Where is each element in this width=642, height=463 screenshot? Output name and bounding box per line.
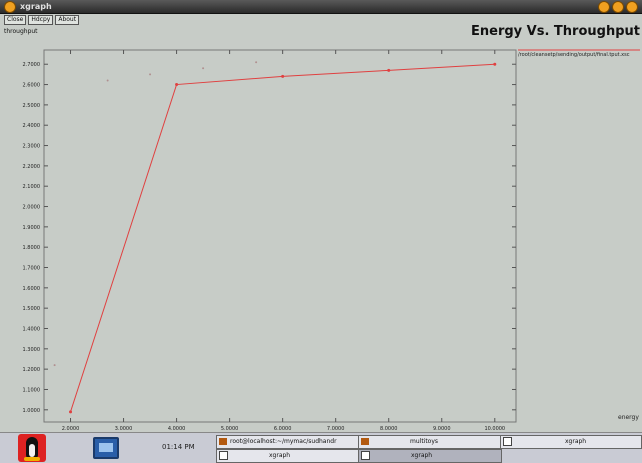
legend-entry: /root/cleansetp/sending/output/final.tpu…: [518, 52, 630, 58]
task-xgraph-1[interactable]: xgraph: [216, 449, 360, 463]
hardcopy-button[interactable]: Hdcpy: [28, 15, 54, 25]
taskbar: 01:14 PM root@localhost:~/mymac/sudhandr…: [0, 432, 642, 463]
y-tick-label: 1.8000: [23, 245, 41, 251]
checkbox-icon: [361, 451, 370, 460]
data-point: [69, 410, 73, 414]
stray-point: [53, 364, 56, 367]
x-tick-label: 9.0000: [433, 426, 451, 432]
data-point: [387, 68, 391, 72]
window-controls: [598, 1, 638, 13]
task-label: xgraph: [565, 438, 587, 445]
task-multitoys[interactable]: multitoys: [358, 435, 502, 449]
x-tick-label: 8.0000: [380, 426, 398, 432]
y-tick-label: 1.4000: [23, 326, 41, 332]
x-tick-label: 6.0000: [274, 426, 292, 432]
y-tick-label: 2.0000: [23, 205, 41, 211]
y-tick-label: 2.1000: [23, 184, 41, 190]
y-tick-label: 1.3000: [23, 347, 41, 353]
y-tick-label: 2.3000: [23, 144, 41, 150]
window-titlebar[interactable]: xgraph: [0, 0, 642, 14]
task-xgraph-3[interactable]: xgraph: [500, 435, 642, 449]
pencil-icon: [361, 438, 369, 445]
data-point: [175, 83, 179, 87]
minimize-icon[interactable]: [598, 1, 610, 13]
stray-point: [255, 61, 258, 64]
y-tick-label: 1.6000: [23, 286, 41, 292]
y-tick-label: 2.2000: [23, 164, 41, 170]
x-axis-label: energy: [618, 414, 639, 421]
x-tick-label: 10.0000: [484, 426, 505, 432]
y-tick-label: 2.7000: [23, 62, 41, 68]
x-tick-label: 5.0000: [221, 426, 239, 432]
chart-plot: 1.0000 1.1000 1.2000 1.3000 1.4000 1.5000 1.60…: [23, 49, 640, 432]
y-axis-label: throughput: [4, 28, 38, 35]
task-label: xgraph: [411, 452, 433, 459]
xgraph-toolbar: Close Hdcpy About: [4, 15, 80, 25]
series-line: [70, 63, 495, 412]
task-xgraph-2[interactable]: xgraph: [358, 449, 502, 463]
y-tick-label: 1.1000: [23, 387, 41, 393]
taskbar-clock: 01:14 PM: [162, 443, 195, 451]
close-icon[interactable]: [626, 1, 638, 13]
task-terminal[interactable]: root@localhost:~/mymac/sudhandr: [216, 435, 360, 449]
task-label: multitoys: [410, 438, 439, 445]
data-point: [281, 74, 285, 78]
maximize-icon[interactable]: [612, 1, 624, 13]
x-tick-label: 7.0000: [327, 426, 345, 432]
data-point: [493, 62, 497, 66]
plot-frame: [43, 49, 517, 423]
terminal-icon: [219, 438, 227, 445]
stray-point: [106, 79, 109, 82]
about-button[interactable]: About: [55, 15, 80, 25]
y-tick-label: 1.5000: [23, 306, 41, 312]
stray-point: [202, 67, 205, 70]
chart-series: [53, 61, 497, 414]
x-tick-label: 3.0000: [115, 426, 133, 432]
tux-penguin-icon[interactable]: [18, 434, 46, 462]
y-tick-label: 1.7000: [23, 266, 41, 272]
checkbox-icon: [503, 437, 512, 446]
y-tick-label: 1.9000: [23, 225, 41, 231]
chart-axes: 1.0000 1.1000 1.2000 1.3000 1.4000 1.5000 1.60…: [23, 49, 640, 432]
stray-point: [149, 73, 152, 76]
y-tick-label: 1.0000: [23, 408, 41, 414]
y-tick-label: 2.4000: [23, 123, 41, 129]
close-button[interactable]: Close: [4, 15, 27, 25]
y-tick-label: 2.6000: [23, 83, 41, 89]
window-title: xgraph: [20, 2, 52, 11]
plot-title: Energy Vs. Throughput: [471, 24, 640, 39]
y-tick-label: 1.2000: [23, 367, 41, 373]
task-label: xgraph: [269, 452, 291, 459]
x-tick-label: 4.0000: [168, 426, 186, 432]
app-icon[interactable]: [4, 1, 16, 13]
x-tick-label: 2.0000: [62, 426, 80, 432]
desktop-icon[interactable]: [93, 437, 119, 459]
y-tick-label: 2.5000: [23, 103, 41, 109]
checkbox-icon: [219, 451, 228, 460]
task-label: root@localhost:~/mymac/sudhandr: [230, 438, 337, 445]
